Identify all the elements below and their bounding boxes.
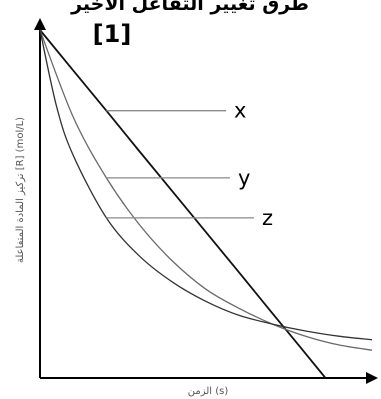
- x-axis-arrow: [366, 372, 378, 384]
- chart-title: طرق تغيير التفاعل الأخير: [70, 0, 309, 15]
- series-label-group: x yz: [106, 99, 273, 230]
- series-label-z: z: [262, 206, 273, 230]
- series-label-x: x: [234, 99, 246, 123]
- y-axis-arrow: [34, 18, 46, 30]
- series-line-y: [39, 29, 373, 351]
- series-label-y: y: [238, 166, 250, 190]
- x-axis-label: الزمن (s): [188, 386, 229, 397]
- y-axis-label: تركيز المادة المتفاعلة [R] (mol/L): [15, 117, 26, 263]
- series-group: [39, 29, 373, 379]
- chart-title-number: [1]: [93, 20, 132, 48]
- series-line-z: [39, 29, 373, 341]
